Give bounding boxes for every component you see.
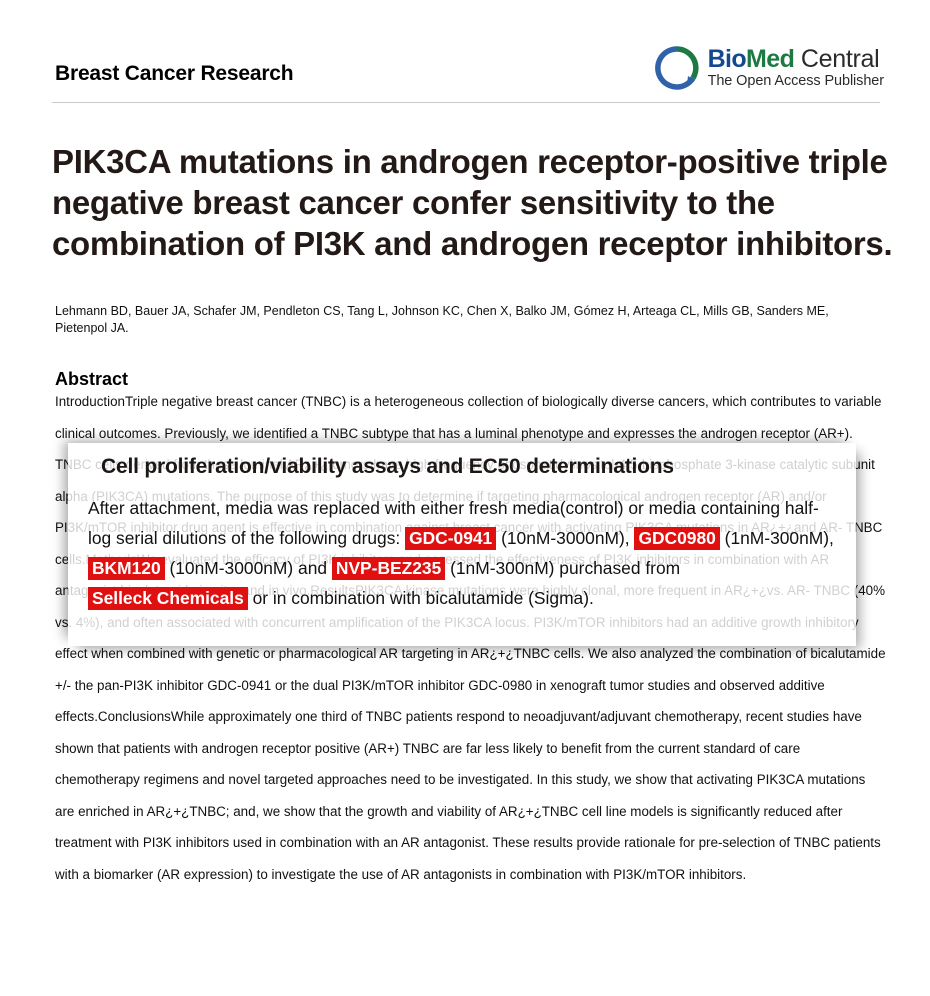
author-list: Lehmann BD, Bauer JA, Schafer JM, Pendle… xyxy=(55,304,829,335)
biomed-central-brand: BioMed Central xyxy=(708,46,884,72)
journal-name: Breast Cancer Research xyxy=(55,62,294,85)
header-divider xyxy=(52,102,880,103)
overlay-title: Cell proliferation/viability assays and … xyxy=(101,455,674,478)
drug-highlight-gdc0980: GDC0980 xyxy=(634,527,720,550)
brand-med: Med xyxy=(746,44,795,73)
biomed-central-tagline: The Open Access Publisher xyxy=(707,72,885,89)
vendor-highlight-selleck-chemicals: Selleck Chemicals xyxy=(88,587,248,610)
biomed-central-wordmark: BioMed Central The Open Access Publisher xyxy=(707,46,885,89)
journal-header: Breast Cancer Research BioMed Central Th… xyxy=(0,0,930,103)
article-title: PIK3CA mutations in androgen receptor-po… xyxy=(52,143,893,263)
drug-highlight-nvp-bez235: NVP-BEZ235 xyxy=(331,557,446,580)
abstract-heading: Abstract xyxy=(55,368,129,389)
drug-highlight-bkm120: BKM120 xyxy=(88,557,165,580)
overlay-text-part-3: bicalutamide (Sigma). xyxy=(425,588,594,608)
overlay-text: After attachment, media was replaced wit… xyxy=(88,493,840,613)
methods-overlay-panel: Cell proliferation/viability assays and … xyxy=(68,443,856,646)
biomed-central-circle-mark xyxy=(654,45,700,91)
brand-bio: Bio xyxy=(707,44,747,73)
dose-gdc-0941: (10nM-3000nM), xyxy=(501,528,630,548)
dose-nvp-bez235: (1nM-300nM) purchased from xyxy=(450,558,681,578)
biomed-central-logo: BioMed Central The Open Access Publisher xyxy=(654,42,884,94)
dose-bkm120: (10nM-3000nM) and xyxy=(169,558,328,578)
brand-central: Central xyxy=(794,44,880,73)
overlay-text-part-2: or in combination with xyxy=(252,588,421,608)
overlay-text-part-1: After attachment, media was replaced wit… xyxy=(88,498,819,548)
drug-highlight-gdc-0941: GDC-0941 xyxy=(405,527,497,550)
dose-gdc0980: (1nM-300nM), xyxy=(724,528,834,548)
